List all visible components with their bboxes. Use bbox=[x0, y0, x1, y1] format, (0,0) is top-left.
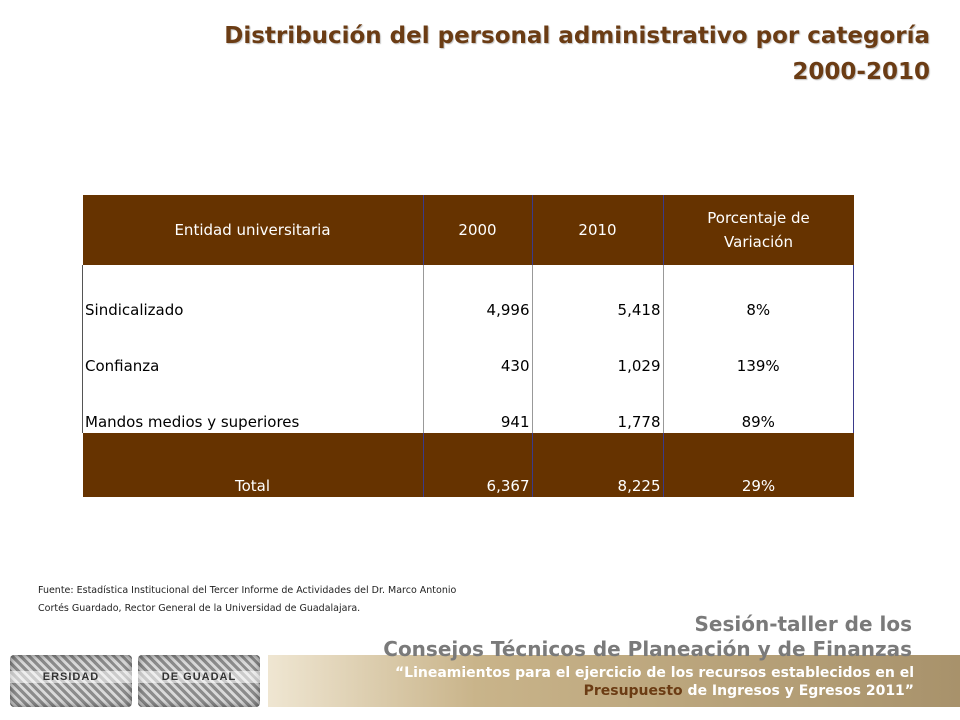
source-line-1: Fuente: Estadística Institucional del Te… bbox=[38, 585, 457, 596]
footer-band bbox=[268, 655, 960, 707]
table-row: Mandos medios y superiores 941 1,778 89% bbox=[82, 377, 854, 433]
header-2000: 2000 bbox=[422, 195, 532, 265]
cell-total-2010: 8,225 bbox=[531, 433, 663, 497]
table-row: Confianza 430 1,029 139% bbox=[82, 321, 854, 377]
cell-variation: 139% bbox=[662, 321, 854, 377]
event-subtitle-line-2: Presupuesto de Ingresos y Egresos 2011” bbox=[584, 682, 914, 700]
title-line-2: 2000-2010 bbox=[792, 59, 930, 85]
cell-2010: 5,418 bbox=[531, 265, 663, 321]
source-note: Fuente: Estadística Institucional del Te… bbox=[38, 582, 538, 618]
event-subtitle-line-1: “Lineamientos para el ejercicio de los r… bbox=[394, 665, 914, 681]
cell-total-2000: 6,367 bbox=[422, 433, 532, 497]
table-header-row: Entidad universitaria 2000 2010 Porcenta… bbox=[82, 195, 854, 265]
cell-2010: 1,029 bbox=[531, 321, 663, 377]
title-line-1: Distribución del personal administrativo… bbox=[224, 23, 930, 49]
subtitle-rest: de Ingresos y Egresos 2011” bbox=[682, 683, 914, 699]
table-total-row: Total 6,367 8,225 29% bbox=[82, 433, 854, 497]
header-entity: Entidad universitaria bbox=[82, 195, 423, 265]
personnel-table: Entidad universitaria 2000 2010 Porcenta… bbox=[82, 195, 854, 497]
cell-2000: 4,996 bbox=[422, 265, 532, 321]
seal-text: DE GUADAL bbox=[138, 671, 260, 683]
university-seal-image: ERSIDAD bbox=[10, 655, 132, 707]
event-title-line-2: Consejos Técnicos de Planeación y de Fin… bbox=[383, 637, 912, 661]
header-2010: 2010 bbox=[531, 195, 663, 265]
seal-text: ERSIDAD bbox=[10, 671, 132, 683]
subtitle-highlight: Presupuesto bbox=[583, 683, 683, 699]
slide-title: Distribución del personal administrativo… bbox=[50, 18, 930, 90]
header-variation: Porcentaje de Variación bbox=[662, 195, 854, 265]
cell-2000: 941 bbox=[422, 377, 532, 433]
cell-entity: Sindicalizado bbox=[82, 265, 423, 321]
cell-total-variation: 29% bbox=[662, 433, 854, 497]
cell-variation: 89% bbox=[662, 377, 854, 433]
cell-total-label: Total bbox=[82, 433, 423, 497]
cell-entity: Mandos medios y superiores bbox=[82, 377, 423, 433]
cell-2010: 1,778 bbox=[531, 377, 663, 433]
table-row: Sindicalizado 4,996 5,418 8% bbox=[82, 265, 854, 321]
cell-entity: Confianza bbox=[82, 321, 423, 377]
source-line-2: Cortés Guardado, Rector General de la Un… bbox=[38, 603, 361, 614]
cell-2000: 430 bbox=[422, 321, 532, 377]
university-seal-image: DE GUADAL bbox=[138, 655, 260, 707]
cell-variation: 8% bbox=[662, 265, 854, 321]
event-title-line-1: Sesión-taller de los bbox=[694, 612, 912, 636]
